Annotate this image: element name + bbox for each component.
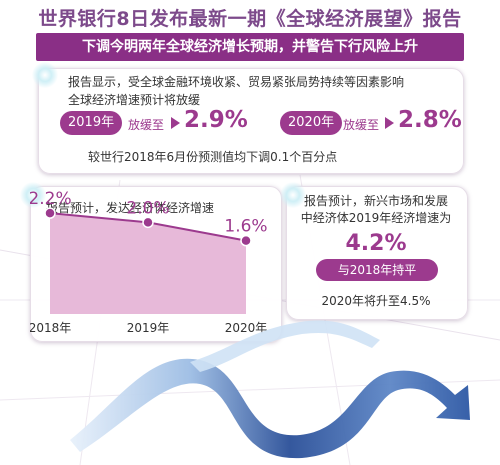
same-as-2018-pill: 与2018年持平 (316, 259, 438, 281)
year-badge-2019: 2019年 (60, 111, 123, 135)
area-fill (50, 213, 246, 314)
data-point (44, 207, 56, 219)
rate-2020: 2.8% (398, 107, 462, 133)
page-title: 世界银行8日发布最新一期《全球经济展望》报告 (38, 8, 462, 30)
data-point (240, 234, 252, 247)
advanced-growth-chart: 报告预计，发达经济体经济增速 2.2% 2018年 2.0% 2019年 1.6% 202… (30, 189, 268, 335)
global-text-line1: 报告显示，受全球金融环境收紧、贸易紧张局势持续等因素影响 (68, 75, 405, 89)
subtitle-banner: 下调今明两年全球经济增长预期，并警告下行风险上升 (36, 33, 464, 61)
glow-dot-icon (32, 62, 58, 88)
x-tick-label: 2018年 (30, 321, 71, 335)
chart-title: 报告预计，发达经济体经济增速 (46, 200, 214, 215)
growth-swoosh-arrow-icon (70, 320, 470, 459)
rate-2019: 2.9% (184, 107, 248, 133)
emerging-economies-card (286, 186, 468, 320)
emerging-2020-note: 2020年将升至4.5% (321, 294, 431, 308)
glow-dot-icon (280, 182, 306, 208)
x-tick-label: 2019年 (127, 321, 170, 335)
slow-label-2020: 放缓至 (343, 118, 380, 132)
arrow-right-icon (171, 117, 180, 129)
data-point (142, 216, 154, 229)
arrow-right-icon (385, 117, 394, 129)
data-label: 2.2% (30, 189, 72, 209)
emerging-text-line1: 报告预计，新兴市场和发展 (303, 194, 448, 208)
revision-note: 较世行2018年6月份预测值均下调0.1个百分点 (88, 150, 338, 164)
slow-label-2019: 放缓至 (128, 118, 165, 132)
x-tick-label: 2020年 (225, 321, 268, 335)
global-text-line2: 全球经济增速预计将放缓 (68, 93, 201, 107)
glow-dot-icon (20, 182, 46, 208)
data-label: 1.6% (224, 217, 267, 237)
emerging-rate: 4.2% (345, 231, 407, 256)
year-badge-2020: 2020年 (280, 111, 343, 135)
data-label: 2.0% (126, 198, 169, 218)
emerging-text-line2: 中经济体2019年经济增速为 (300, 211, 452, 225)
